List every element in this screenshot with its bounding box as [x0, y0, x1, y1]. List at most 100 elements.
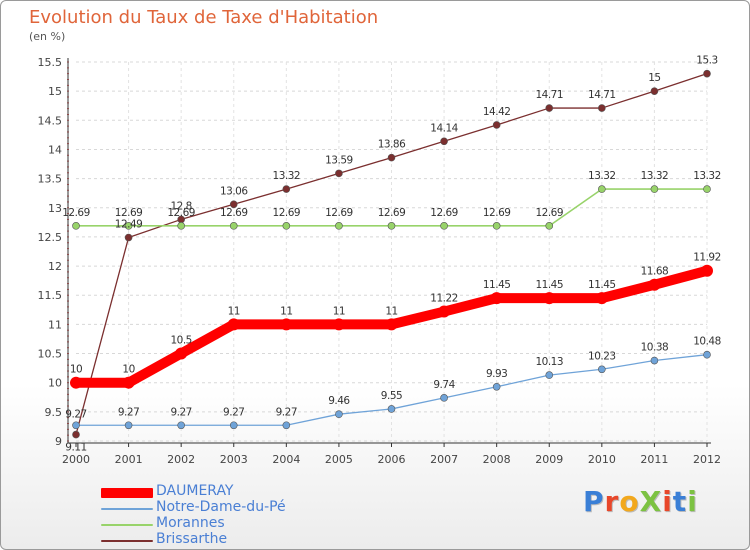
data-label: 9.27	[276, 406, 297, 418]
data-label: 9.74	[433, 379, 455, 391]
x-tick-label: 2009	[535, 453, 563, 466]
legend-label: Morannes	[156, 515, 225, 531]
y-tick-label: 12	[48, 260, 62, 273]
data-label: 10.48	[693, 336, 721, 348]
data-label: 9.27	[118, 406, 139, 418]
data-label: 12.69	[115, 207, 143, 219]
logo-letter: i	[662, 485, 673, 518]
data-label: 13.59	[325, 154, 353, 166]
data-point	[492, 382, 501, 391]
data-label: 15	[648, 72, 660, 84]
data-label: 13.32	[641, 170, 669, 182]
data-label: 12.69	[378, 207, 406, 219]
x-tick-label: 2002	[167, 453, 195, 466]
x-tick-label: 2003	[220, 453, 248, 466]
data-point	[72, 222, 80, 230]
legend-item-notre-dame-du-pe: Notre-Dame-du-Pé	[101, 499, 361, 517]
data-point	[703, 185, 711, 193]
data-point	[440, 394, 448, 402]
legend-item-daumeray: DAUMERAY	[101, 483, 361, 501]
data-label: 10.23	[588, 350, 616, 362]
line-chart: 9 9.5 10 10.5 11 11.5 12 12.5 13 13.5 14 14.5 15 15.5…	[38, 55, 722, 466]
data-point	[175, 347, 188, 360]
legend-item-brissarthe: Brissarthe	[101, 531, 361, 549]
data-point	[124, 233, 133, 242]
data-label: 11.22	[430, 293, 458, 305]
data-label: 12.69	[167, 207, 195, 219]
data-point	[177, 421, 185, 430]
y-tick-label: 9.5	[45, 406, 63, 419]
data-point	[490, 292, 503, 305]
logo-letter: P	[583, 485, 605, 518]
data-label: 9.27	[65, 408, 86, 420]
data-label: 14.71	[588, 89, 616, 101]
data-label: 11	[333, 305, 345, 317]
data-point	[229, 200, 238, 209]
data-point	[648, 278, 661, 291]
data-point	[438, 305, 451, 318]
chart-grid	[76, 61, 708, 442]
data-point	[543, 292, 556, 305]
data-label: 10.13	[535, 356, 563, 368]
data-point	[650, 87, 659, 95]
data-point	[124, 222, 133, 230]
data-point	[595, 292, 608, 305]
data-label: 12.49	[115, 219, 143, 231]
y-tick-label: 10	[48, 377, 62, 390]
data-point	[335, 410, 343, 418]
legend-swatch	[101, 540, 153, 542]
data-label: 11.45	[535, 279, 563, 291]
x-tick-label: 2007	[430, 453, 458, 466]
legend-label: Brissarthe	[156, 531, 228, 547]
logo-letter: i	[687, 485, 698, 518]
legend-swatch	[101, 508, 153, 510]
x-tick-label: 2001	[115, 453, 143, 466]
y-tick-label: 11.5	[38, 289, 63, 302]
chart-title: Evolution du Taux de Taxe d'Habitation	[29, 7, 379, 28]
data-label: 13.86	[378, 139, 406, 151]
data-label: 14.42	[483, 106, 511, 118]
data-point	[70, 376, 82, 389]
legend-swatch	[101, 488, 153, 498]
data-point	[122, 376, 135, 389]
data-point	[72, 430, 80, 439]
chart-subtitle: (en %)	[29, 30, 66, 43]
data-point	[335, 222, 343, 230]
data-label: 9.27	[223, 406, 244, 418]
data-label: 11.45	[483, 279, 511, 291]
data-label: 9.55	[381, 390, 402, 402]
x-tick-label: 2008	[483, 453, 511, 466]
x-tick-label: 2010	[588, 453, 616, 466]
data-label: 12.69	[483, 207, 511, 219]
x-tick-label: 2006	[378, 453, 406, 466]
data-point	[492, 222, 501, 230]
data-point	[598, 185, 606, 193]
data-point	[545, 104, 554, 112]
y-tick-label: 10.5	[38, 348, 63, 361]
x-tick-label: 2011	[640, 453, 668, 466]
data-point	[703, 350, 711, 359]
y-tick-label: 12.5	[38, 231, 63, 244]
logo-letter: r	[604, 485, 620, 518]
data-label: 14.14	[430, 122, 458, 134]
data-point	[72, 421, 80, 430]
data-label: 14.71	[535, 89, 563, 101]
data-point	[440, 222, 448, 230]
data-label: 9.93	[486, 368, 507, 380]
data-point	[598, 365, 606, 374]
x-tick-label: 2004	[272, 453, 300, 466]
data-label: 13.32	[588, 170, 616, 182]
data-label: 11	[280, 305, 292, 317]
data-label: 13.06	[220, 185, 248, 197]
legend-swatch	[101, 524, 153, 526]
x-tick-label: 2012	[693, 453, 721, 466]
data-point	[650, 185, 659, 193]
data-label: 12.8	[170, 200, 191, 212]
data-label: 9.11	[65, 442, 86, 454]
data-label: 12.69	[62, 207, 90, 219]
data-label: 13.32	[693, 170, 721, 182]
logo-letter: t	[672, 485, 688, 518]
data-point	[280, 318, 293, 331]
y-tick-label: 14	[48, 143, 62, 156]
